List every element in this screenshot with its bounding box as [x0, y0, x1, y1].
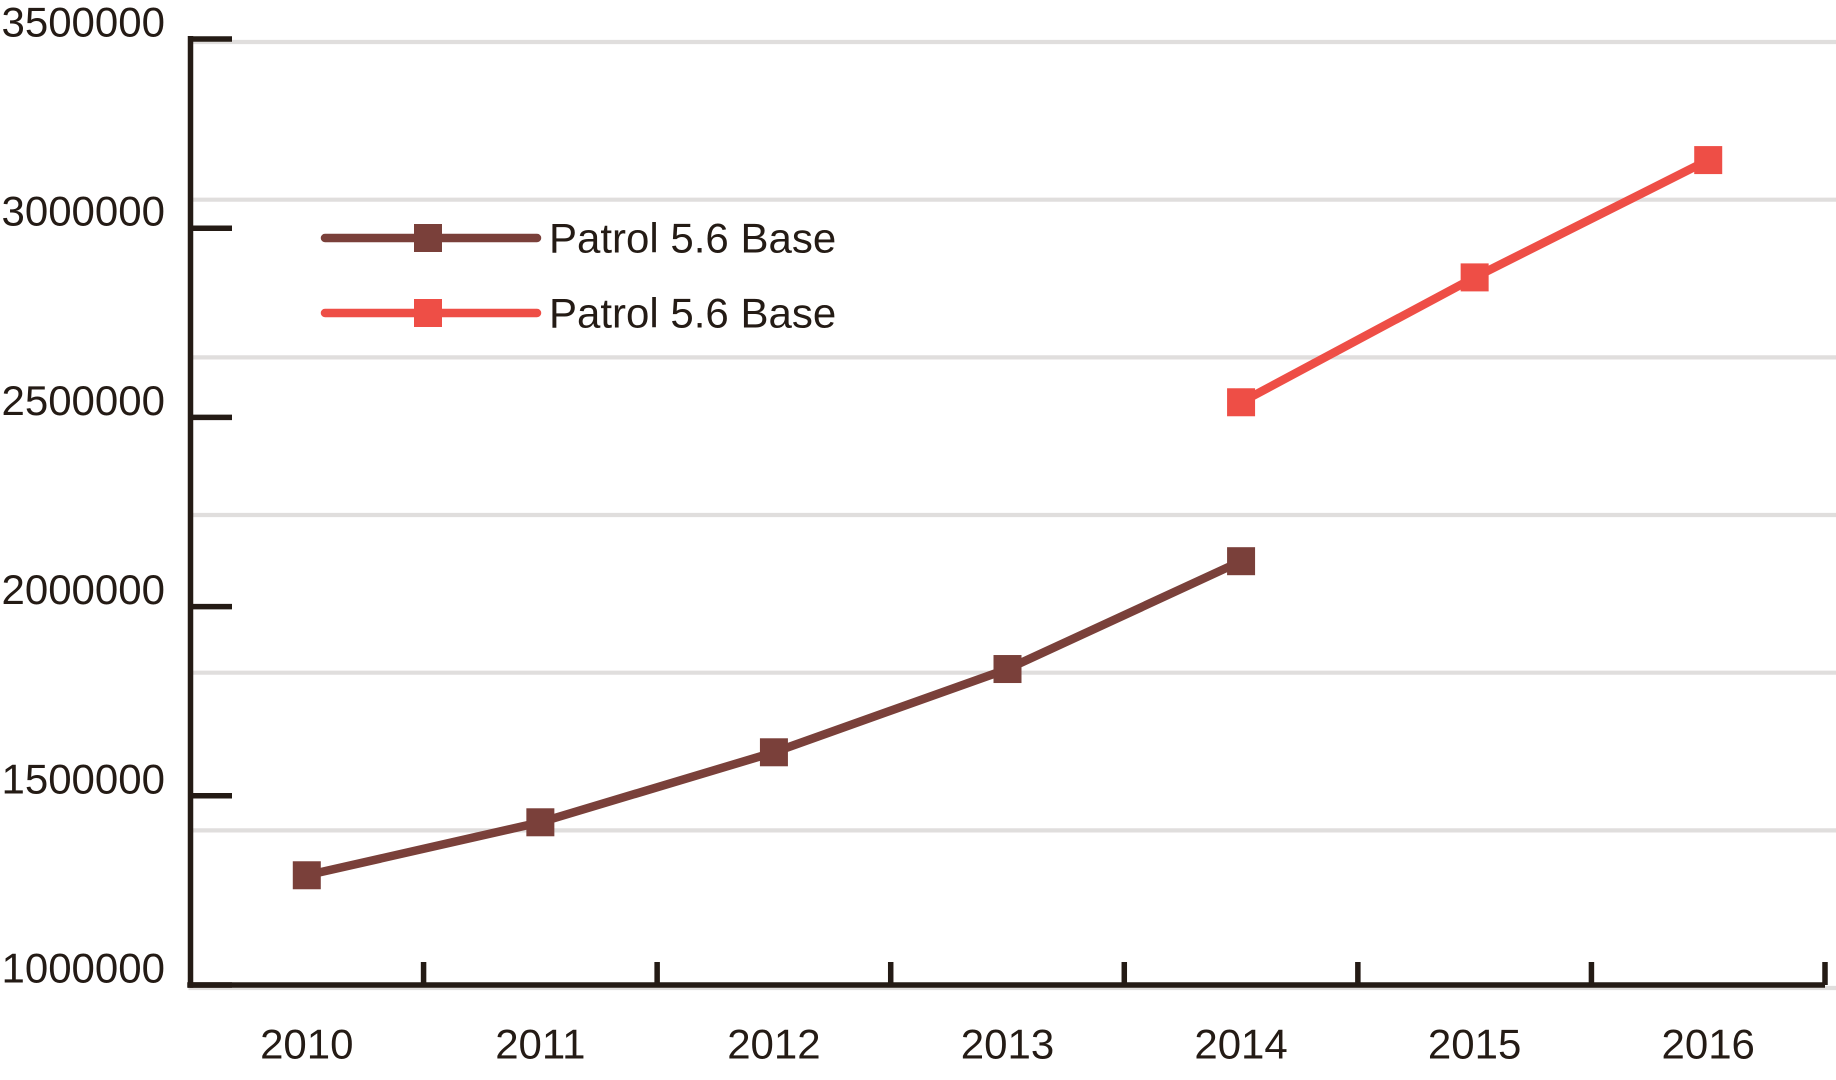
legend-marker-swatch	[414, 299, 442, 327]
data-point-marker	[1460, 263, 1489, 292]
y-tick-label: 1000000	[1, 945, 165, 992]
x-tick-label: 2010	[260, 1021, 353, 1068]
y-tick-label: 2000000	[1, 566, 165, 613]
data-point-marker	[1227, 547, 1256, 576]
x-tick-label: 2016	[1661, 1021, 1754, 1068]
data-point-marker	[759, 738, 788, 767]
data-point-marker	[1227, 388, 1256, 417]
x-tick-label: 2014	[1194, 1021, 1287, 1068]
data-point-marker	[1694, 146, 1723, 175]
legend-label: Patrol 5.6 Base	[549, 215, 836, 262]
legend-label: Patrol 5.6 Base	[549, 290, 836, 337]
x-tick-label: 2015	[1428, 1021, 1521, 1068]
y-tick-label: 2500000	[1, 377, 165, 424]
data-point-marker	[526, 808, 555, 837]
x-tick-label: 2012	[727, 1021, 820, 1068]
y-tick-label: 1500000	[1, 755, 165, 802]
y-tick-label: 3500000	[1, 0, 165, 46]
y-tick-label: 3000000	[1, 188, 165, 235]
data-point-marker	[993, 655, 1022, 684]
legend-marker-swatch	[414, 224, 442, 252]
x-tick-label: 2011	[495, 1021, 585, 1068]
data-point-marker	[292, 861, 321, 890]
x-tick-label: 2013	[961, 1021, 1054, 1068]
